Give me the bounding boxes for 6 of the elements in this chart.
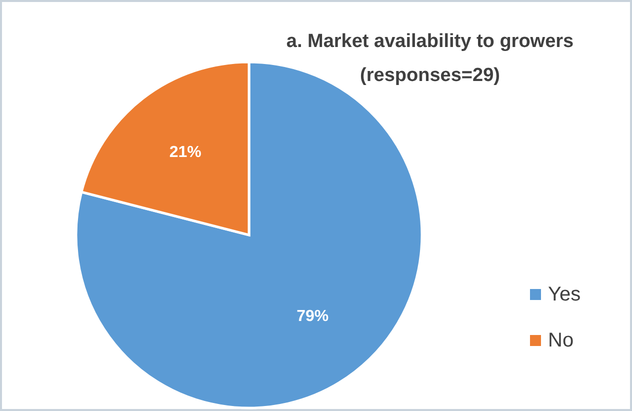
chart-title: a. Market availability to growers [286, 31, 574, 52]
data-label: 79% [296, 308, 329, 326]
legend-label: Yes [548, 283, 581, 306]
legend-label: No [548, 329, 574, 352]
chart-subtitle: (responses=29) [360, 65, 500, 86]
data-label: 21% [169, 144, 202, 162]
